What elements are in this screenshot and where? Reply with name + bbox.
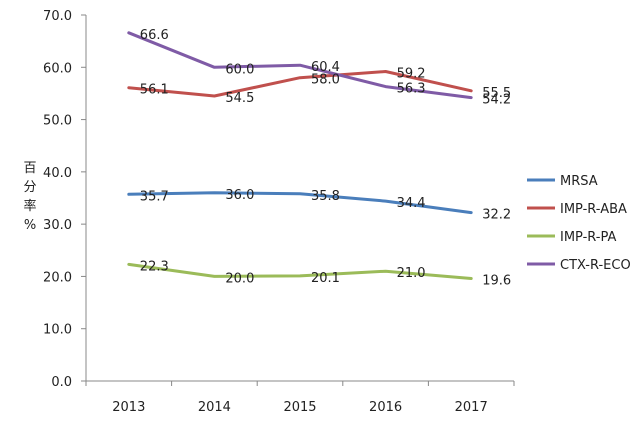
data-label: 55.5 — [482, 86, 511, 101]
series-line-imp-r-aba — [127, 70, 473, 98]
y-axis-label-char: 百 — [23, 161, 36, 176]
y-axis-label: 百分率% — [23, 161, 36, 233]
data-label: 34.4 — [397, 196, 426, 211]
y-axis-label-char: % — [24, 218, 36, 233]
y-tick-label: 10.0 — [43, 323, 72, 338]
data-label: 56.1 — [140, 83, 169, 98]
series-line-ctx-r-eco — [127, 31, 473, 100]
data-label: 20.1 — [311, 271, 340, 286]
series-lines — [127, 31, 473, 280]
y-tick-label: 70.0 — [43, 9, 72, 24]
data-label: 35.7 — [140, 189, 169, 204]
data-label: 59.2 — [397, 66, 426, 81]
legend-label: CTX-R-ECO — [560, 258, 631, 273]
x-tick-label: 2013 — [112, 400, 145, 415]
data-label: 36.0 — [225, 188, 254, 203]
data-label: 56.3 — [397, 82, 426, 97]
data-label: 54.5 — [225, 91, 254, 106]
y-axis: 0.0 10.0 20.0 30.0 40.0 50.0 60.0 70.0 — [43, 9, 87, 390]
x-tick-label: 2017 — [455, 400, 488, 415]
data-label: 20.0 — [225, 271, 254, 286]
y-tick-label: 30.0 — [43, 218, 72, 233]
y-axis-label-char: 分 — [23, 180, 36, 195]
legend-label: IMP-R-ABA — [560, 202, 627, 217]
data-label: 60.4 — [311, 60, 340, 75]
legend-label: IMP-R-PA — [560, 230, 616, 245]
series-line-imp-r-pa — [127, 262, 473, 280]
legend-label: MRSA — [560, 174, 598, 189]
x-tick-label: 2014 — [198, 400, 231, 415]
y-tick-label: 50.0 — [43, 114, 72, 129]
data-label: 21.0 — [397, 266, 426, 281]
data-label: 19.6 — [482, 274, 511, 289]
data-label: 66.6 — [140, 28, 169, 43]
y-axis-label-char: 率 — [23, 198, 36, 214]
x-axis: 2013 2014 2015 2016 2017 — [85, 380, 515, 415]
data-label: 22.3 — [140, 259, 169, 274]
legend: MRSA IMP-R-ABA IMP-R-PA CTX-R-ECO — [527, 174, 631, 273]
series-line-mrsa — [127, 191, 473, 215]
data-labels: 35.7 36.0 35.8 34.4 32.2 56.1 54.5 58.0 59.2 55.5… — [140, 28, 511, 289]
data-label: 54.2 — [482, 93, 511, 108]
data-label: 32.2 — [482, 208, 511, 223]
data-label: 58.0 — [311, 73, 340, 88]
x-tick-label: 2016 — [369, 400, 402, 415]
y-tick-label: 40.0 — [43, 166, 72, 181]
data-label: 60.0 — [225, 62, 254, 77]
x-tick-label: 2015 — [283, 400, 316, 415]
data-label: 35.8 — [311, 189, 340, 204]
y-tick-label: 20.0 — [43, 270, 72, 285]
y-tick-label: 0.0 — [51, 375, 72, 390]
y-tick-label: 60.0 — [43, 61, 72, 76]
